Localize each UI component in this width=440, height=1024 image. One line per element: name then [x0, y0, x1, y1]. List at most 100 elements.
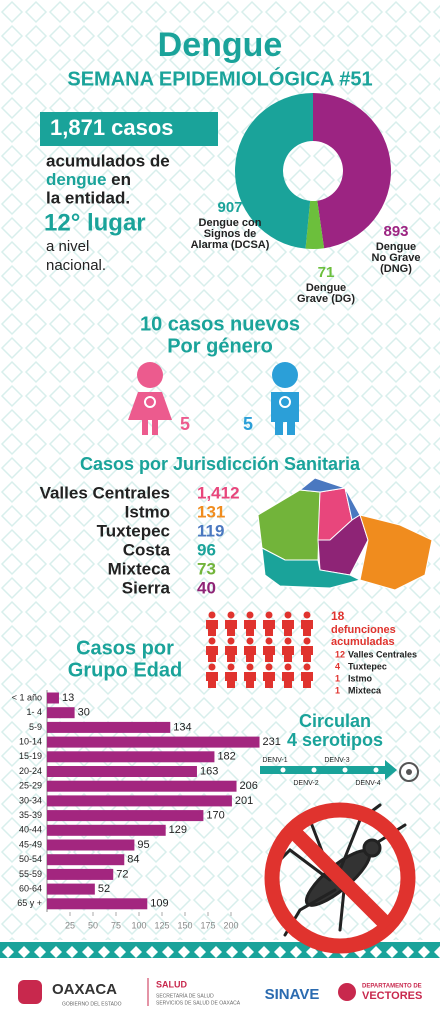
head: [265, 611, 273, 619]
head: [246, 637, 254, 645]
body: [301, 646, 313, 662]
deaths-name: Valles Centrales: [348, 649, 417, 659]
y-tick-label: 45-49: [19, 839, 42, 849]
jurisdiction-value: 40: [197, 578, 216, 597]
map: [257, 477, 433, 591]
y-tick-label: 20-24: [19, 766, 42, 776]
head: [227, 611, 235, 619]
deaths-value: 1: [335, 673, 340, 683]
y-tick-label: 30-34: [19, 795, 42, 805]
vectores-logo: [338, 983, 356, 1001]
x-tick-label: 175: [200, 920, 215, 930]
summary-line: la entidad.: [46, 188, 130, 207]
death-icon: [282, 663, 294, 688]
subtitle: SEMANA EPIDEMIOLÓGICA #51: [67, 66, 372, 90]
y-tick-label: 10-14: [19, 736, 42, 746]
bar: [47, 810, 204, 822]
symbol: [144, 396, 156, 408]
head: [303, 611, 311, 619]
value-label: 201: [235, 795, 253, 807]
deaths-name: Mixteca: [348, 685, 382, 695]
x-tick-label: 100: [131, 920, 146, 930]
x-tick-label: 200: [223, 920, 238, 930]
death-icon: [282, 611, 294, 636]
footer-sub: GOBIERNO DEL ESTADO: [62, 1001, 122, 1007]
jurisdiction-name: Mixteca: [108, 559, 171, 578]
head: [227, 663, 235, 671]
head: [208, 663, 216, 671]
deaths-value: 4: [335, 661, 340, 671]
footer-state: OAXACA: [52, 981, 117, 998]
summary-line: acumulados de: [46, 151, 170, 170]
slice-label: (DNG): [380, 263, 412, 275]
y-tick-label: 60-64: [19, 883, 42, 893]
target-inner: [406, 769, 412, 775]
slice-label: Dengue: [306, 282, 346, 294]
slice-label: Signos de: [204, 228, 257, 240]
y-tick-label: 5-9: [29, 722, 42, 732]
value-label: 129: [169, 824, 187, 836]
serotype-title: Circulan: [299, 711, 371, 731]
body: [282, 620, 294, 636]
y-tick-label: 1- 4: [26, 707, 42, 717]
y-tick-label: 35-39: [19, 810, 42, 820]
head: [284, 637, 292, 645]
death-icon: [301, 637, 313, 662]
slice-label: Grave (DG): [297, 293, 355, 305]
serotype-dot: [311, 767, 317, 773]
body: [301, 672, 313, 688]
deaths-value: 12: [335, 649, 345, 659]
head: [272, 362, 298, 388]
jurisdiction-name: Costa: [123, 540, 171, 559]
rank-line: a nivel: [46, 238, 89, 255]
value-label: 134: [173, 721, 191, 733]
slice-label: Dengue con: [199, 217, 262, 229]
value-label: 182: [217, 751, 235, 763]
body: [301, 620, 313, 636]
x-tick-label: 125: [154, 920, 169, 930]
deaths-name: Tuxtepec: [348, 661, 387, 671]
chart-title: Grupo Edad: [68, 659, 182, 681]
symbol: [279, 396, 291, 408]
head: [227, 637, 235, 645]
serotype-name: DENV-4: [355, 780, 380, 787]
oaxaca-logo: [18, 980, 42, 1004]
death-icon: [225, 663, 237, 688]
footer-sub: SECRETARÍA DE SALUD: [156, 992, 214, 999]
y-tick-label: < 1 año: [12, 692, 42, 702]
head: [137, 362, 163, 388]
y-tick-label: 55-59: [19, 869, 42, 879]
value-label: 170: [206, 810, 224, 822]
mosquito-sign: [264, 802, 416, 954]
y-tick-label: 50-54: [19, 854, 42, 864]
jurisdiction-title: Casos por Jurisdicción Sanitaria: [80, 454, 361, 474]
death-icon: [225, 637, 237, 662]
body: [244, 646, 256, 662]
bar: [47, 707, 75, 719]
slice-value: 907: [217, 199, 242, 216]
value-label: 52: [98, 883, 110, 895]
head: [284, 611, 292, 619]
body: [263, 672, 275, 688]
head: [284, 663, 292, 671]
footer-health: SALUD: [156, 979, 187, 989]
gender-title: 10 casos nuevos: [140, 313, 300, 335]
jurisdiction-name: Sierra: [122, 578, 171, 597]
value-label: 109: [150, 898, 168, 910]
jurisdiction-value: 96: [197, 540, 216, 559]
value-label: 95: [137, 839, 149, 851]
death-icon: [263, 637, 275, 662]
head: [246, 663, 254, 671]
male-count: 5: [243, 414, 253, 434]
female-count: 5: [180, 414, 190, 434]
jurisdiction-value: 1,412: [197, 483, 240, 502]
footer-sub: SERVICIOS DE SALUD DE OAXACA: [156, 1000, 241, 1006]
donut-slice: [305, 200, 325, 249]
male-icon: [271, 362, 299, 435]
donut-slice: [235, 93, 313, 249]
body: [282, 672, 294, 688]
body: [206, 646, 218, 662]
deaths-value: 1: [335, 685, 340, 695]
x-tick-label: 50: [88, 920, 98, 930]
